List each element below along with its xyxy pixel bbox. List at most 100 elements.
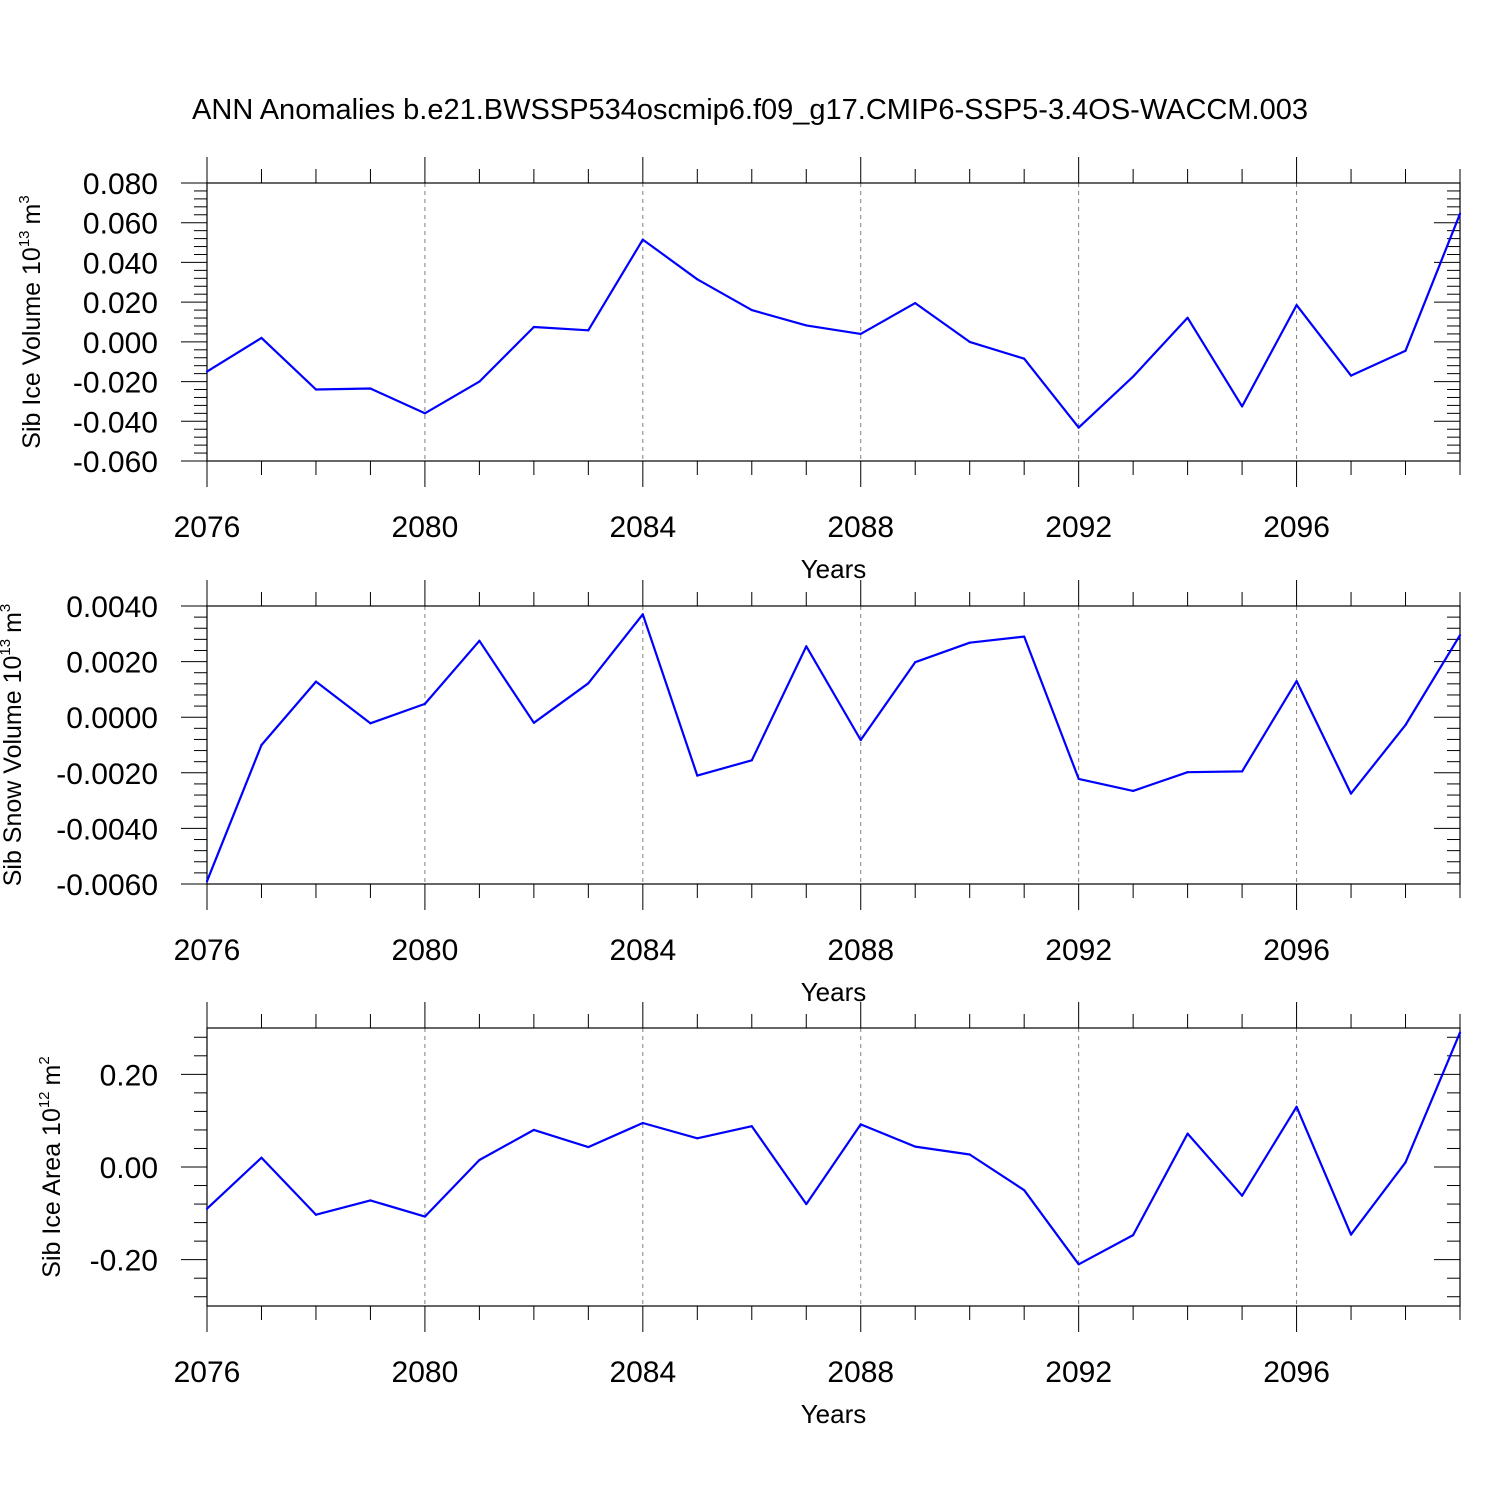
x-tick-label: 2076 xyxy=(174,934,241,967)
data-point xyxy=(1240,405,1244,408)
y-tick-label: -0.020 xyxy=(73,367,158,400)
x-tick-label: 2096 xyxy=(1263,511,1330,544)
data-point xyxy=(968,641,971,644)
data-point xyxy=(914,302,917,305)
y-tick-label: 0.0000 xyxy=(66,702,158,735)
data-point xyxy=(750,759,753,762)
data-point xyxy=(696,278,699,281)
data-point xyxy=(369,722,372,725)
y-tick-label: -0.040 xyxy=(73,406,158,439)
y-axis-label-unit: m xyxy=(18,204,46,225)
x-tick-label: 2088 xyxy=(827,511,894,544)
data-point xyxy=(1458,1031,1462,1034)
y-axis-label-exponent: 13 xyxy=(0,639,14,656)
x-tick-label: 2084 xyxy=(609,934,676,967)
data-point xyxy=(1077,426,1080,429)
data-point xyxy=(369,387,372,390)
data-point xyxy=(859,1123,862,1126)
data-point xyxy=(1023,1189,1026,1192)
data-point xyxy=(478,380,481,383)
y-axis-label-exponent: 13 xyxy=(16,230,33,247)
x-tick-label: 2088 xyxy=(827,1356,894,1389)
x-axis-label: Years xyxy=(801,554,867,584)
data-point xyxy=(805,324,808,327)
x-tick-label: 2092 xyxy=(1045,511,1112,544)
x-tick-label: 2076 xyxy=(174,511,241,544)
panel-ice-area: -0.20 0.00 0.20 2076 2080 2084 2088 2092 2096 Yea… xyxy=(36,1002,1462,1429)
data-point xyxy=(696,1137,699,1140)
y-tick-label: 0.0040 xyxy=(66,591,158,624)
data-point xyxy=(260,336,263,339)
data-point xyxy=(423,1215,427,1218)
data-point xyxy=(423,702,427,705)
data-point xyxy=(1186,316,1189,319)
y-axis-label-unit-exponent: 2 xyxy=(36,1056,53,1064)
data-point xyxy=(1240,770,1244,773)
data-point xyxy=(805,1202,808,1206)
data-point xyxy=(641,238,644,241)
data-point xyxy=(1132,789,1135,792)
x-tick-label: 2080 xyxy=(392,934,459,967)
data-point xyxy=(1186,1132,1189,1135)
x-tick-label: 2096 xyxy=(1263,934,1330,967)
x-tick-label: 2088 xyxy=(827,934,894,967)
series-line xyxy=(205,613,1461,882)
data-point xyxy=(587,329,590,332)
data-point xyxy=(641,1121,644,1125)
data-point xyxy=(859,738,862,742)
series-line xyxy=(206,1032,1462,1266)
data-point xyxy=(968,340,971,343)
data-point xyxy=(478,1158,481,1162)
data-point xyxy=(260,1156,263,1159)
y-axis-label-text: Sib Ice Area 10 xyxy=(38,1108,66,1278)
data-point xyxy=(1023,635,1026,638)
data-point xyxy=(314,388,318,391)
data-point xyxy=(1077,777,1080,781)
data-point xyxy=(1240,1194,1244,1197)
x-axis-label: Years xyxy=(801,1399,867,1429)
data-point xyxy=(1295,1105,1298,1108)
data-point xyxy=(205,1207,209,1210)
data-point xyxy=(1404,1161,1407,1164)
data-point xyxy=(260,743,263,747)
data-point xyxy=(1132,375,1135,378)
x-tick-label: 2080 xyxy=(392,1356,459,1389)
data-point xyxy=(314,1213,318,1216)
y-tick-label: 0.0020 xyxy=(66,647,158,680)
y-tick-label: 0.000 xyxy=(83,327,158,360)
y-axis-label: Sib Ice Volume 1013 m3 xyxy=(16,195,46,448)
data-point xyxy=(205,370,209,373)
data-point xyxy=(205,880,209,883)
plot-frame xyxy=(206,1027,1461,1307)
data-point xyxy=(478,639,481,642)
y-axis-label-text: Sib Ice Volume 10 xyxy=(18,247,46,449)
data-point xyxy=(696,774,699,777)
y-axis-label-unit: m xyxy=(38,1065,66,1086)
data-point xyxy=(1023,357,1026,360)
y-axis-label-text: Sib Snow Volume 10 xyxy=(0,656,27,887)
data-point xyxy=(532,721,535,724)
data-point xyxy=(587,682,590,685)
data-point xyxy=(1295,679,1298,683)
panel-ice-volume: -0.060 -0.040 -0.020 0.000 0.020 0.040 0.060 0.… xyxy=(16,157,1462,584)
data-point xyxy=(1349,792,1353,795)
y-tick-label: -0.0020 xyxy=(56,758,158,791)
plot-frame xyxy=(206,182,1461,462)
y-tick-label: 0.060 xyxy=(83,208,158,241)
x-tick-label: 2092 xyxy=(1045,934,1112,967)
data-point xyxy=(1458,634,1462,637)
series-line xyxy=(206,213,1462,429)
data-point xyxy=(1349,374,1353,377)
y-tick-label: -0.060 xyxy=(73,446,158,479)
data-point xyxy=(1404,349,1407,352)
x-tick-label: 2092 xyxy=(1045,1356,1112,1389)
y-tick-label: 0.020 xyxy=(83,287,158,320)
data-point xyxy=(914,1145,917,1148)
y-axis-label: Sib Ice Area 1012 m2 xyxy=(36,1056,66,1277)
data-point xyxy=(968,1153,971,1156)
data-point xyxy=(1132,1234,1135,1237)
data-point xyxy=(1458,212,1462,215)
data-point xyxy=(532,1128,535,1132)
y-tick-label: -0.0060 xyxy=(56,869,158,902)
